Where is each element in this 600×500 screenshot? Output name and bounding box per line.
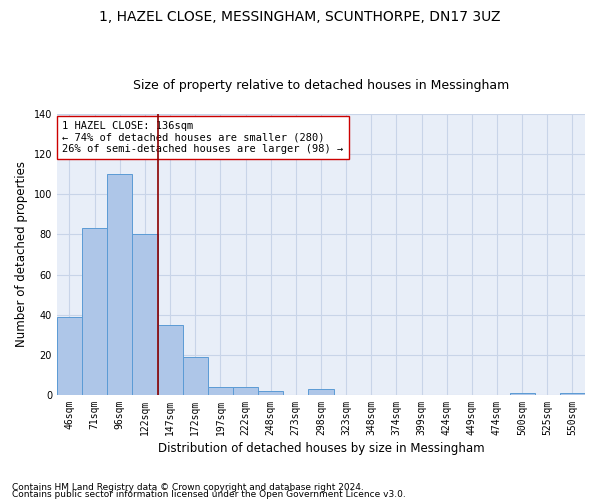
Bar xyxy=(208,387,233,395)
Title: Size of property relative to detached houses in Messingham: Size of property relative to detached ho… xyxy=(133,79,509,92)
Text: 1, HAZEL CLOSE, MESSINGHAM, SCUNTHORPE, DN17 3UZ: 1, HAZEL CLOSE, MESSINGHAM, SCUNTHORPE, … xyxy=(99,10,501,24)
Bar xyxy=(57,316,82,395)
Bar xyxy=(133,234,158,395)
Bar xyxy=(158,324,182,395)
Bar xyxy=(258,391,283,395)
Bar xyxy=(509,393,535,395)
Text: 1 HAZEL CLOSE: 136sqm
← 74% of detached houses are smaller (280)
26% of semi-det: 1 HAZEL CLOSE: 136sqm ← 74% of detached … xyxy=(62,121,343,154)
Bar xyxy=(233,387,258,395)
Text: Contains public sector information licensed under the Open Government Licence v3: Contains public sector information licen… xyxy=(12,490,406,499)
Text: Contains HM Land Registry data © Crown copyright and database right 2024.: Contains HM Land Registry data © Crown c… xyxy=(12,484,364,492)
Bar xyxy=(560,393,585,395)
Bar xyxy=(107,174,133,395)
Bar xyxy=(182,357,208,395)
Y-axis label: Number of detached properties: Number of detached properties xyxy=(15,162,28,348)
Bar xyxy=(82,228,107,395)
X-axis label: Distribution of detached houses by size in Messingham: Distribution of detached houses by size … xyxy=(158,442,484,455)
Bar xyxy=(308,389,334,395)
